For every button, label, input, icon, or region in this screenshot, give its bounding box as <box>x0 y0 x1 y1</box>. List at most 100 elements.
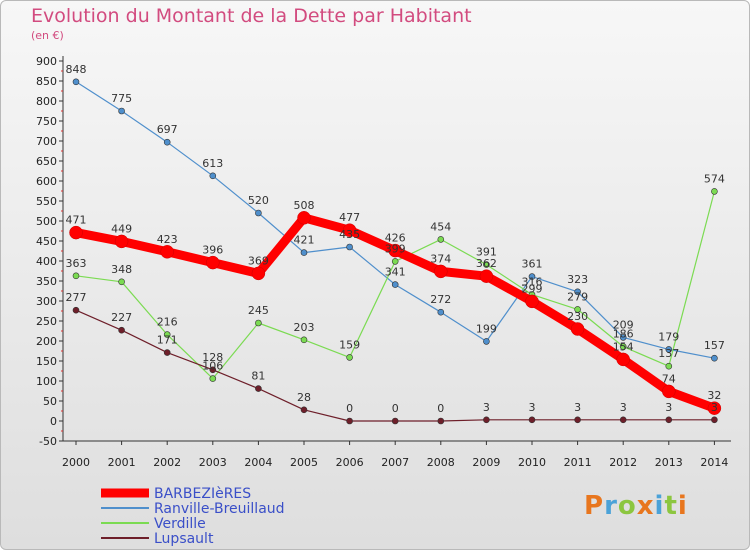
data-label: 520 <box>248 194 269 207</box>
legend-label: BARBEZIèRES <box>154 486 251 502</box>
data-point <box>525 294 539 309</box>
data-point <box>662 384 676 399</box>
data-point <box>574 288 581 296</box>
data-point <box>206 255 220 270</box>
y-tick-label: 850 <box>36 75 57 88</box>
data-point <box>574 306 581 313</box>
data-point <box>483 261 490 268</box>
y-tick-label: -50 <box>39 435 57 448</box>
data-label: 279 <box>567 290 588 303</box>
data-label: 316 <box>522 276 543 289</box>
data-point <box>619 416 627 424</box>
x-tick-label: 2009 <box>472 456 500 469</box>
data-label: 159 <box>339 338 360 351</box>
x-tick-label: 2001 <box>108 456 136 469</box>
y-tick-label: 250 <box>36 315 57 328</box>
y-tick-label: 500 <box>36 215 57 228</box>
x-tick-label: 2005 <box>290 456 318 469</box>
data-label: 154 <box>613 340 634 353</box>
data-label: 230 <box>567 310 588 323</box>
data-label: 277 <box>66 291 87 304</box>
data-point <box>391 417 399 425</box>
data-point <box>209 375 217 382</box>
data-label: 508 <box>294 199 315 212</box>
data-point <box>570 322 585 336</box>
data-point <box>209 172 217 180</box>
x-tick-label: 2013 <box>655 456 683 469</box>
y-tick-label: 0 <box>50 415 57 428</box>
data-point <box>255 385 262 392</box>
data-point <box>619 334 627 341</box>
data-label: 362 <box>476 257 497 270</box>
y-tick-label: 750 <box>36 115 57 128</box>
data-point <box>437 417 445 425</box>
data-label: 299 <box>522 282 543 295</box>
y-tick-label: 650 <box>36 155 57 168</box>
data-point <box>528 416 536 424</box>
data-point <box>711 416 718 424</box>
x-tick-label: 2006 <box>336 456 364 469</box>
x-tick-label: 2008 <box>427 456 455 469</box>
data-point <box>346 354 353 361</box>
legend-label: Ranville-Breuillaud <box>154 501 285 517</box>
data-label: 0 <box>346 402 353 415</box>
data-label: 323 <box>567 273 588 286</box>
y-tick-label: 600 <box>36 175 57 188</box>
x-tick-label: 2002 <box>153 456 181 469</box>
data-point <box>255 319 262 327</box>
data-label: 399 <box>385 242 406 255</box>
data-label: 186 <box>613 328 634 341</box>
data-point <box>300 406 308 414</box>
data-label: 171 <box>157 334 178 347</box>
chart-subtitle: (en €) <box>31 29 64 42</box>
y-tick-label: 100 <box>36 375 57 388</box>
data-point <box>300 336 308 344</box>
data-label: 0 <box>392 402 399 415</box>
data-label: 423 <box>157 233 178 246</box>
data-point <box>388 243 402 258</box>
data-point <box>72 272 80 280</box>
data-point <box>346 417 353 425</box>
data-point <box>342 223 357 237</box>
data-point <box>255 209 262 217</box>
data-label: 471 <box>66 214 87 227</box>
y-tick-label: 900 <box>36 55 57 68</box>
x-tick-label: 2012 <box>609 456 637 469</box>
data-point <box>114 234 129 249</box>
data-point <box>479 269 494 283</box>
data-point <box>483 338 490 345</box>
data-point <box>72 78 80 86</box>
data-label: 435 <box>339 228 360 241</box>
legend-label: Lupsault <box>154 531 214 547</box>
data-point <box>72 306 80 314</box>
data-label: 3 <box>620 401 627 414</box>
data-label: 203 <box>294 321 315 334</box>
data-label: 128 <box>202 351 223 364</box>
data-label: 369 <box>248 254 269 267</box>
data-label: 106 <box>202 360 223 373</box>
data-label: 396 <box>202 244 223 257</box>
x-tick-label: 2000 <box>62 456 90 469</box>
data-point <box>391 281 399 288</box>
data-label: 374 <box>430 252 451 265</box>
data-label: 179 <box>658 330 679 343</box>
data-label: 363 <box>66 257 87 270</box>
data-point <box>163 138 171 146</box>
data-point <box>483 416 490 424</box>
y-tick-label: 700 <box>36 135 57 148</box>
x-tick-label: 2003 <box>199 456 227 469</box>
data-label: 3 <box>711 401 718 414</box>
data-point <box>665 346 673 353</box>
data-point <box>391 258 399 265</box>
axes: -500501001502002503003504004505005506006… <box>36 55 731 469</box>
data-label: 775 <box>111 92 132 105</box>
data-point <box>297 211 311 225</box>
x-tick-label: 2010 <box>518 456 546 469</box>
data-label: 391 <box>476 246 497 259</box>
data-point <box>665 362 673 370</box>
data-label: 3 <box>574 401 581 414</box>
data-label: 477 <box>339 211 360 224</box>
data-label: 697 <box>157 123 178 136</box>
